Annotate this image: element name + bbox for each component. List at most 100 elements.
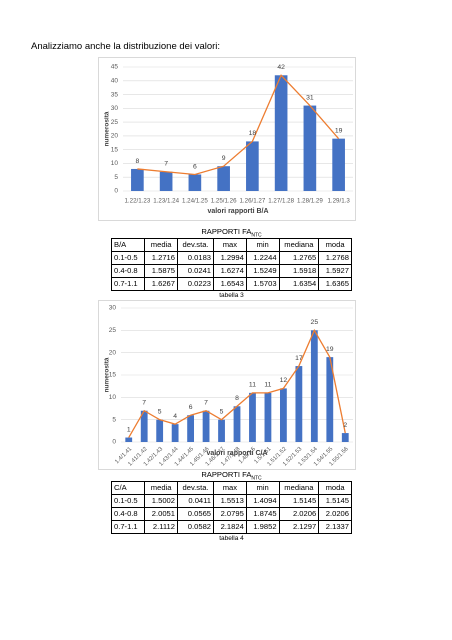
intro-text: Analizziamo anche la distribuzione dei v…: [31, 41, 221, 52]
y-tick-label: 25: [109, 327, 117, 334]
bar: [218, 419, 225, 442]
table-cell: 2.0795: [213, 507, 247, 521]
header-cell: C/A: [110, 481, 146, 495]
bar: [202, 410, 210, 442]
bar: [125, 437, 133, 442]
table-cell: 1.5918: [278, 264, 320, 278]
x-tick-label: 1.23/1.24: [153, 198, 179, 205]
y-tick-label: 5: [114, 174, 118, 181]
table-row: 0.4-0.8 2.0051 0.0565 2.0795 1.8745 2.0206 2.0…: [110, 507, 352, 521]
y-tick-label: 0: [114, 188, 118, 195]
table-cell: 1.5002: [144, 494, 179, 508]
y-tick-label: 45: [111, 64, 119, 71]
table-cell: 0.4-0.8: [110, 507, 146, 521]
header-cell: moda: [318, 238, 352, 252]
y-tick-label: 10: [109, 394, 117, 401]
table-block: RAPPORTI FANTC C/A media dev.sta. max min medi…: [110, 468, 352, 542]
table-caption: tabella 3: [219, 292, 244, 299]
bar: [326, 357, 334, 442]
header-cell: max: [213, 481, 247, 495]
table-title-text: RAPPORTI FA: [201, 470, 252, 479]
y-axis-title: numerosità: [104, 111, 111, 146]
bar: [233, 406, 241, 442]
data-label: 2: [343, 422, 347, 429]
data-label: 7: [164, 161, 168, 168]
data-label: 25: [311, 319, 319, 326]
table-row: 0.1-0.5 1.2716 0.0183 1.2994 1.2244 1.2765 1.2…: [110, 251, 352, 265]
table-cell: 1.8745: [245, 507, 280, 521]
bar: [341, 433, 349, 442]
bar: [140, 410, 148, 442]
table-cell: 1.6543: [213, 277, 247, 291]
data-label: 19: [326, 346, 334, 353]
bar: [217, 166, 230, 191]
data-label: 7: [204, 400, 208, 407]
table-cell: 0.0241: [177, 264, 215, 278]
bar: [279, 388, 287, 442]
data-label: 11: [264, 382, 271, 389]
y-tick-label: 0: [112, 439, 116, 446]
table-title-text: RAPPORTI FA: [201, 227, 252, 236]
table-cell: 1.5145: [318, 494, 352, 508]
table-cell: 1.5703: [245, 277, 280, 291]
data-label: 4: [173, 413, 177, 420]
header-cell: mediana: [278, 481, 320, 495]
data-label: 9: [222, 155, 226, 162]
x-tick-label: 1.25/1.26: [211, 198, 237, 205]
bar: [332, 138, 345, 191]
data-label: 18: [249, 130, 257, 137]
data-label: 5: [158, 408, 162, 415]
table-cell: 2.1337: [318, 520, 352, 534]
table-row: 0.1-0.5 1.5002 0.0411 1.5513 1.4094 1.5145 1.5…: [110, 494, 352, 508]
header-cell: dev.sta.: [177, 481, 215, 495]
bar: [274, 75, 288, 191]
data-label: 12: [280, 377, 288, 384]
x-tick-label: 1.24/1.25: [182, 198, 208, 205]
data-label: 19: [335, 127, 343, 134]
table-cell: 0.7-1.1: [110, 520, 146, 534]
data-label: 17: [295, 355, 303, 362]
table-title: RAPPORTI FANTC: [111, 225, 352, 239]
table-block: RAPPORTI FANTC B/A media dev.sta. max min medi…: [110, 225, 352, 299]
table-cell: 0.7-1.1: [110, 277, 146, 291]
bar: [188, 174, 202, 191]
x-tick-label: 1.29/1.3: [327, 198, 350, 205]
header-row: C/A media dev.sta. max min mediana moda: [110, 481, 352, 495]
y-tick-label: 20: [111, 133, 119, 140]
table-cell: 0.0582: [177, 520, 215, 534]
table-cell: 0.4-0.8: [110, 264, 146, 278]
table-row: 0.7-1.1 2.1112 0.0582 2.1824 1.9852 2.1297 2.1…: [110, 520, 352, 534]
table-cell: 0.1-0.5: [110, 251, 146, 265]
bar: [187, 415, 195, 442]
table-cell: 0.0183: [177, 251, 215, 265]
y-tick-label: 20: [109, 349, 117, 356]
table-row: 0.7-1.1 1.6267 0.0223 1.6543 1.5703 1.6354 1.6…: [110, 277, 352, 291]
x-tick-label: 1.28/1.29: [297, 198, 323, 205]
y-tick-label: 40: [111, 77, 119, 84]
y-tick-label: 15: [109, 372, 117, 379]
bar: [159, 171, 173, 191]
table-cell: 1.2768: [318, 251, 352, 265]
header-cell: dev.sta.: [177, 238, 215, 252]
header-cell: media: [144, 481, 179, 495]
table-caption: tabella 4: [219, 535, 244, 542]
table-cell: 1.5927: [318, 264, 352, 278]
bar: [249, 392, 256, 442]
header-cell: B/A: [110, 238, 146, 252]
x-tick-label: 1.27/1.28: [268, 198, 294, 205]
table: C/A media dev.sta. max min mediana moda 0.1-0.5…: [110, 481, 352, 534]
table-cell: 1.5513: [213, 494, 247, 508]
data-label: 7: [142, 400, 146, 407]
table-cell: 1.4094: [245, 494, 280, 508]
x-axis-title: valori rapporti B/A: [207, 208, 268, 215]
y-tick-label: 30: [111, 105, 119, 112]
bar: [310, 330, 318, 442]
chart: 0510152025301.4/1.411.41/1.421.42/1.431.…: [98, 300, 356, 470]
table-cell: 0.0565: [177, 507, 215, 521]
table-cell: 1.6267: [144, 277, 179, 291]
data-label: 42: [277, 64, 285, 71]
header-cell: media: [144, 238, 179, 252]
table-cell: 2.0051: [144, 507, 179, 521]
table-row: 0.4-0.8 1.5875 0.0241 1.6274 1.5249 1.5918 1.5…: [110, 264, 352, 278]
